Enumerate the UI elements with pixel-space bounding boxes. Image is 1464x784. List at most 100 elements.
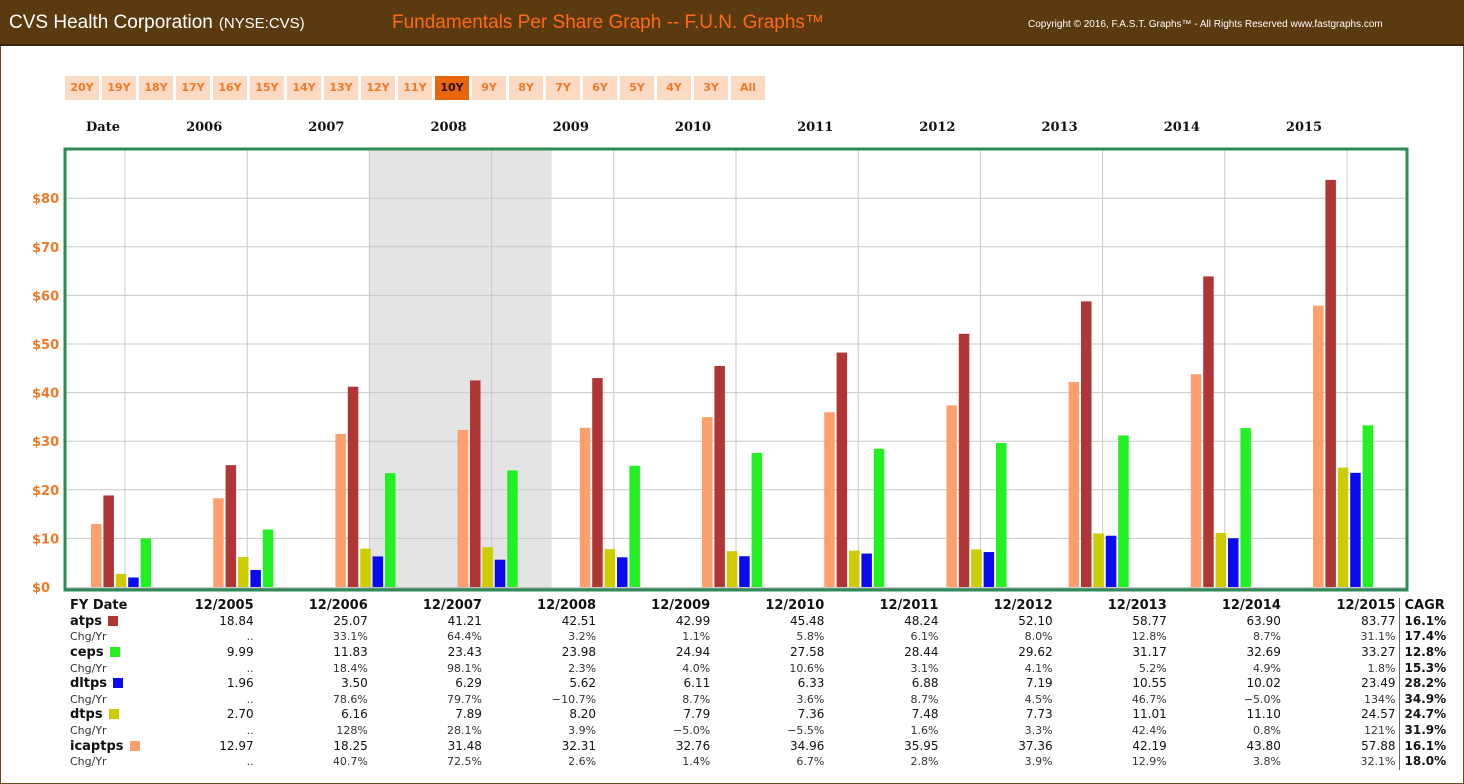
plot-border <box>63 147 1409 592</box>
table-cell: .. <box>246 661 254 675</box>
bar-atps-12-2006 <box>225 465 237 587</box>
y-tick-label: $30 <box>32 435 59 450</box>
table-cell: 32.1% <box>1360 755 1396 769</box>
table-cell: 6.16 <box>341 707 368 722</box>
year-header: 2013 <box>1041 120 1078 135</box>
company-name: CVS Health Corporation (NYSE:CVS) <box>9 12 305 33</box>
range-button-9y[interactable]: 9Y <box>472 76 506 100</box>
table-row-chg-yr: Chg/Yr.. 128% 28.1% 3.9% −5.0% −5.5% 1.6% 3.3% 4… <box>64 722 1454 739</box>
bar-dtps-12-2015 <box>1337 467 1349 587</box>
range-button-10y[interactable]: 10Y <box>435 76 469 100</box>
range-button-19y[interactable]: 19Y <box>102 76 136 100</box>
cagr-cell: 16.1% <box>1398 738 1454 754</box>
table-cell: 5.62 <box>569 676 597 691</box>
table-cell: 2.3% <box>568 661 597 675</box>
table-cell: 78.6% <box>332 692 368 706</box>
range-button-15y[interactable]: 15Y <box>250 76 284 100</box>
table-cell: 28.44 <box>904 645 939 660</box>
range-button-3y[interactable]: 3Y <box>694 76 728 100</box>
table-cell: 2.8% <box>910 755 939 769</box>
table-cell: 4.9% <box>1252 661 1281 675</box>
y-tick-label: $80 <box>32 192 59 207</box>
fy-date-cell: 12/2009 <box>651 598 711 614</box>
range-button-6y[interactable]: 6Y <box>583 76 617 100</box>
fy-date-cell: 12/2010 <box>765 598 825 614</box>
table-cell: 0.8% <box>1252 724 1281 738</box>
table-cell: 6.11 <box>683 676 711 691</box>
table-row-chg-yr: Chg/Yr.. 78.6% 79.7% −10.7% 8.7% 3.6% 8.7% 4.5%… <box>64 691 1454 708</box>
table-cell: 7.79 <box>683 707 711 722</box>
bar-dtps-12-2005 <box>115 573 127 587</box>
bar-icaptps-12-2007 <box>335 434 346 587</box>
bar-atps-12-2014 <box>1203 276 1214 587</box>
y-tick-label: $60 <box>32 289 59 304</box>
table-cell: 64.4% <box>446 630 482 644</box>
range-button-18y[interactable]: 18Y <box>139 76 173 100</box>
range-button-7y[interactable]: 7Y <box>546 76 580 100</box>
range-button-20y[interactable]: 20Y <box>65 76 99 100</box>
table-cell: 7.19 <box>1025 676 1053 691</box>
bar-ceps-12-2015 <box>1362 425 1374 587</box>
bar-dtps-12-2009 <box>604 549 616 587</box>
range-button-11y[interactable]: 11Y <box>398 76 432 100</box>
bar-atps-12-2010 <box>714 365 725 587</box>
bar-dtps-12-2008 <box>482 547 493 587</box>
table-cell: .. <box>246 724 254 738</box>
table-cell: 35.95 <box>904 738 939 753</box>
range-button-13y[interactable]: 13Y <box>324 76 358 100</box>
table-cell: 31.48 <box>447 738 482 753</box>
bar-icaptps-12-2010 <box>702 417 713 587</box>
bar-dtps-12-2010 <box>726 551 738 587</box>
table-cell: 42.4% <box>1131 724 1167 738</box>
y-tick-label: $40 <box>32 387 59 402</box>
legend-swatch-dtps <box>108 709 119 720</box>
cagr-cell: 12.8% <box>1398 644 1454 661</box>
bar-icaptps-12-2011 <box>824 412 835 587</box>
bar-ceps-12-2010 <box>751 452 763 587</box>
range-button-12y[interactable]: 12Y <box>361 76 395 100</box>
year-header: 2006 <box>186 120 223 135</box>
table-cell: 6.7% <box>796 755 825 769</box>
bar-atps-12-2011 <box>836 352 848 587</box>
range-button-17y[interactable]: 17Y <box>176 76 210 100</box>
range-button-4y[interactable]: 4Y <box>657 76 691 100</box>
table-cell: 2.6% <box>568 755 597 769</box>
row-label: icaptps <box>64 738 143 754</box>
table-cell: 6.88 <box>911 676 939 691</box>
table-cell: −5.5% <box>787 724 825 738</box>
table-cell: 4.0% <box>682 661 711 675</box>
bar-dltps-12-2005 <box>128 577 139 587</box>
range-button-16y[interactable]: 16Y <box>213 76 247 100</box>
row-label-text: dltps <box>70 676 108 692</box>
row-label-text: Chg/Yr <box>70 692 107 706</box>
row-label-text: atps <box>70 613 103 629</box>
table-cell: 8.20 <box>569 707 597 722</box>
fy-date-cell: 12/2013 <box>1107 598 1167 614</box>
table-cell: 31.17 <box>1132 645 1167 660</box>
fy-date-cell: 12/2012 <box>993 598 1053 614</box>
range-button-14y[interactable]: 14Y <box>287 76 321 100</box>
table-cell: .. <box>246 630 254 644</box>
table-cell: 8.7% <box>1252 630 1281 644</box>
table-cell: 3.1% <box>910 661 939 675</box>
table-cell: 121% <box>1364 724 1396 738</box>
row-label: Chg/Yr <box>64 754 143 770</box>
range-button-all[interactable]: All <box>731 76 765 100</box>
table-cell: 7.48 <box>911 707 939 722</box>
table-cell: 34.96 <box>789 738 825 753</box>
range-button-5y[interactable]: 5Y <box>620 76 654 100</box>
table-cell: 7.89 <box>455 707 482 722</box>
bar-atps-12-2007 <box>347 386 359 587</box>
bar-icaptps-12-2008 <box>457 429 469 587</box>
bar-ceps-12-2007 <box>385 473 396 587</box>
table-cell: 31.1% <box>1360 630 1396 644</box>
table-cell: .. <box>246 692 254 706</box>
table-row-atps: atps 18.84 25.07 41.21 42.51 42.99 45.48 48.24 5… <box>64 613 1454 630</box>
table-cell: 18.25 <box>333 738 368 753</box>
year-header: 2010 <box>674 120 712 135</box>
table-cell: −5.0% <box>673 724 711 738</box>
bar-dltps-12-2013 <box>1105 535 1117 587</box>
date-column-header: Date <box>86 120 120 135</box>
range-button-8y[interactable]: 8Y <box>509 76 543 100</box>
bar-dtps-12-2014 <box>1215 533 1227 587</box>
